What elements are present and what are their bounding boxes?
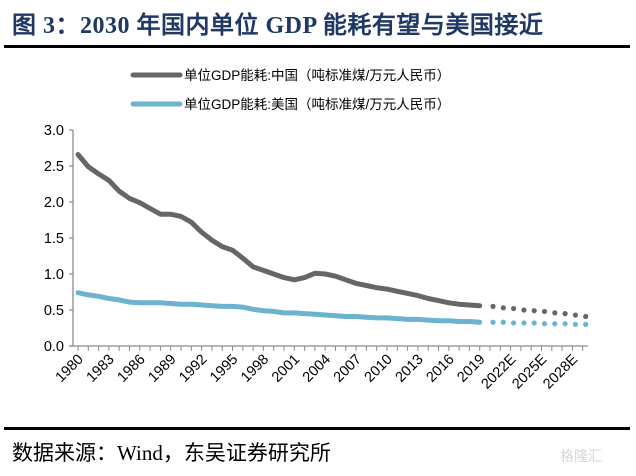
forecast-point-china <box>500 305 506 311</box>
forecast-point-us <box>583 321 589 327</box>
x-tick-label: 2013 <box>393 352 427 386</box>
y-tick-label: 0.5 <box>44 303 64 319</box>
y-tick-label: 1.0 <box>44 267 64 283</box>
forecast-point-us <box>562 321 568 327</box>
forecast-point-china <box>572 312 579 318</box>
figure-title: 图 3：2030 年国内单位 GDP 能耗有望与美国接近 <box>12 13 544 39</box>
forecast-point-china <box>583 313 589 320</box>
forecast-point-us <box>510 320 517 326</box>
series-group <box>75 152 589 327</box>
forecast-point-us <box>531 320 537 326</box>
forecast-point-us <box>490 319 496 325</box>
y-tick-label: 0.0 <box>44 339 64 355</box>
x-tick-label: 1998 <box>238 352 272 386</box>
axes: 0.00.51.01.52.02.53.01980198319861989199… <box>44 123 588 392</box>
x-tick-label: 2010 <box>362 352 396 386</box>
forecast-point-us <box>552 321 558 327</box>
x-tick-label: 1989 <box>145 352 179 386</box>
bottom-rule <box>4 427 630 430</box>
y-tick-label: 2.5 <box>44 159 64 175</box>
forecast-point-china <box>510 305 517 312</box>
legend: 单位GDP能耗:中国（吨标准煤/万元人民币） 单位GDP能耗:美国（吨标准煤/万… <box>130 68 450 112</box>
forecast-point-china <box>531 308 537 314</box>
y-tick-label: 1.5 <box>44 231 64 247</box>
forecast-point-us <box>521 320 527 326</box>
forecast-point-china <box>521 307 527 313</box>
legend-label-us: 单位GDP能耗:美国（吨标准煤/万元人民币） <box>184 97 450 112</box>
forecast-point-us <box>572 321 579 327</box>
x-tick-label: 2028E <box>540 351 581 392</box>
x-tick-label: 2007 <box>331 352 365 386</box>
y-tick-label: 3.0 <box>44 123 64 139</box>
x-tick-label: 2001 <box>269 352 303 386</box>
forecast-point-china <box>552 310 558 316</box>
source-note: 数据来源：Wind，东吴证券研究所 <box>12 441 331 465</box>
forecast-point-us <box>500 319 506 325</box>
x-tick-label: 1992 <box>176 352 210 386</box>
y-tick-label: 2.0 <box>44 195 64 211</box>
x-tick-label: 2004 <box>300 352 334 386</box>
top-rule <box>4 45 630 48</box>
series-line-china <box>75 152 483 309</box>
line-chart: 单位GDP能耗:中国（吨标准煤/万元人民币） 单位GDP能耗:美国（吨标准煤/万… <box>44 68 589 392</box>
series-line-us <box>75 290 483 325</box>
forecast-point-china <box>541 308 548 315</box>
forecast-point-us <box>541 321 548 327</box>
x-tick-label: 2016 <box>423 352 457 386</box>
legend-label-china: 单位GDP能耗:中国（吨标准煤/万元人民币） <box>184 68 450 83</box>
x-tick-label: 1983 <box>84 352 118 386</box>
x-tick-label: 1980 <box>53 352 87 386</box>
x-tick-label: 1986 <box>114 352 148 386</box>
x-tick-label: 1995 <box>207 352 241 386</box>
forecast-point-china <box>562 311 568 317</box>
watermark: 格隆汇 <box>560 448 602 464</box>
forecast-point-china <box>490 303 496 309</box>
